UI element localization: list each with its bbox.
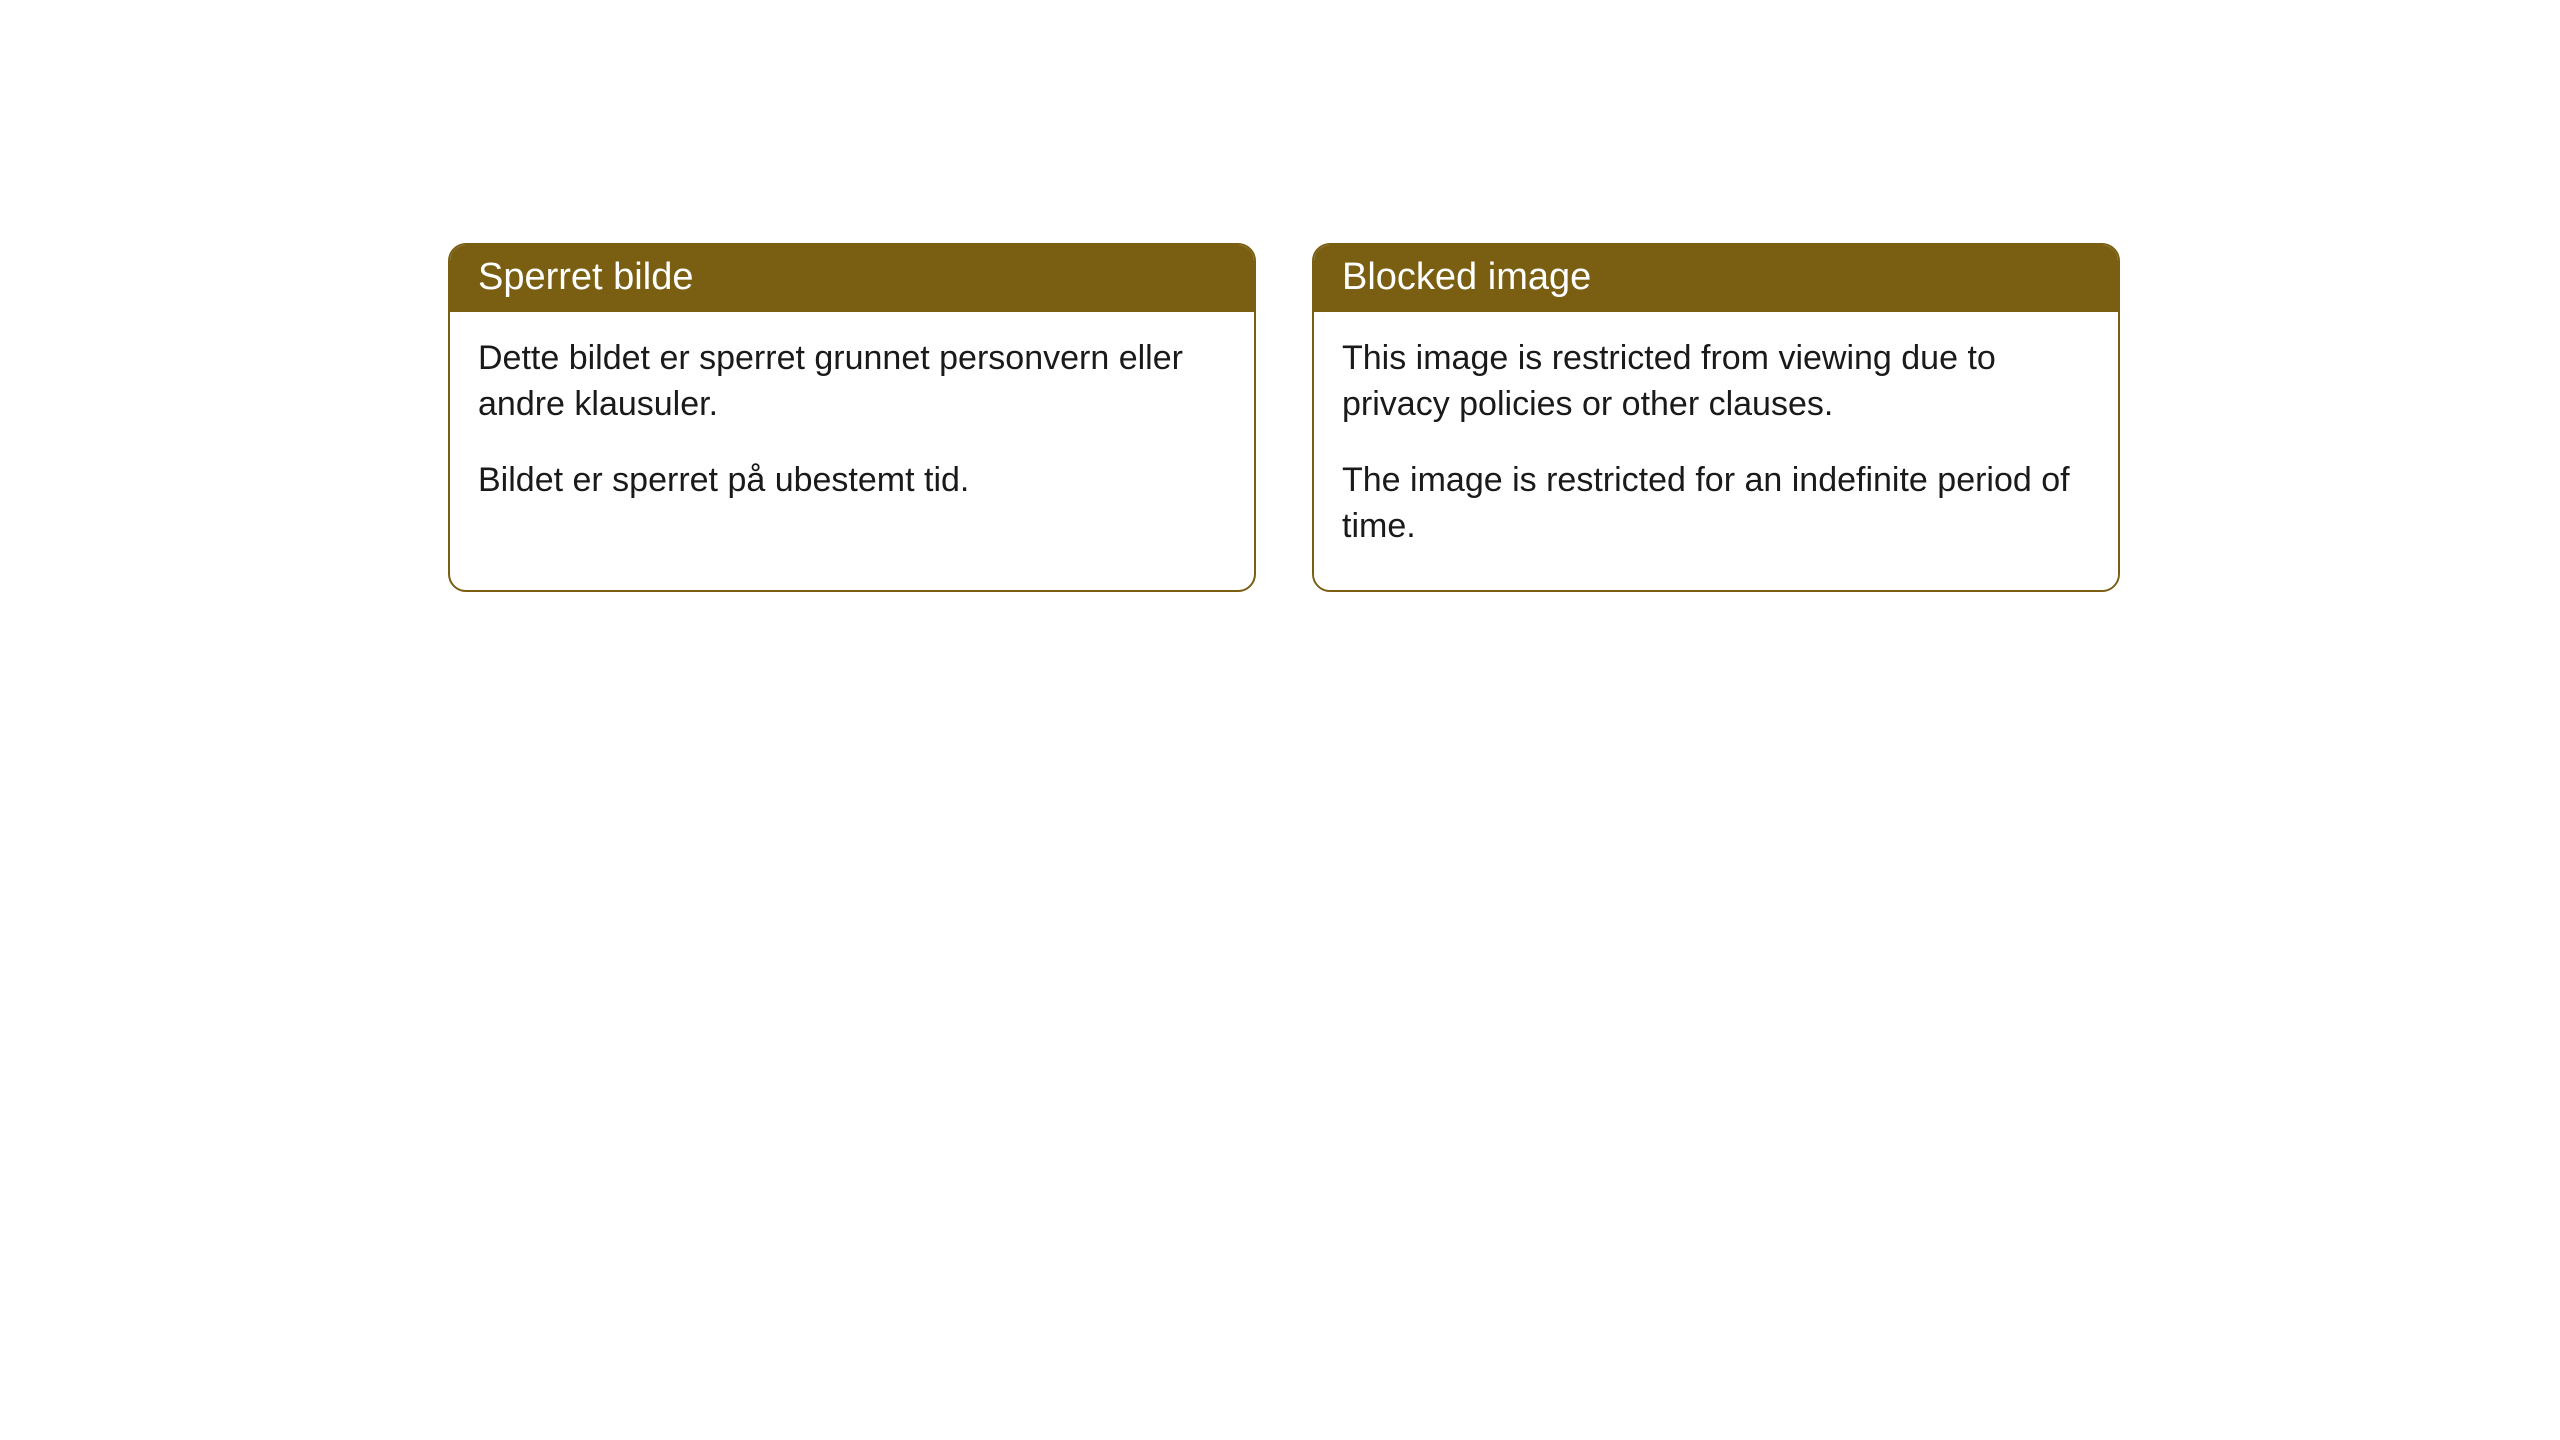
card-paragraph-2-left: Bildet er sperret på ubestemt tid.	[478, 458, 1226, 504]
card-title-left: Sperret bilde	[478, 256, 693, 298]
card-header-right: Blocked image	[1314, 245, 2118, 312]
card-paragraph-2-right: The image is restricted for an indefinit…	[1342, 458, 2090, 550]
blocked-image-card-english: Blocked image This image is restricted f…	[1312, 243, 2120, 592]
blocked-image-card-norwegian: Sperret bilde Dette bildet er sperret gr…	[448, 243, 1256, 592]
card-paragraph-1-left: Dette bildet er sperret grunnet personve…	[478, 336, 1226, 428]
card-paragraph-1-right: This image is restricted from viewing du…	[1342, 336, 2090, 428]
card-body-right: This image is restricted from viewing du…	[1314, 312, 2118, 590]
card-body-left: Dette bildet er sperret grunnet personve…	[450, 312, 1254, 544]
card-title-right: Blocked image	[1342, 256, 1591, 298]
card-header-left: Sperret bilde	[450, 245, 1254, 312]
cards-container: Sperret bilde Dette bildet er sperret gr…	[448, 243, 2120, 592]
